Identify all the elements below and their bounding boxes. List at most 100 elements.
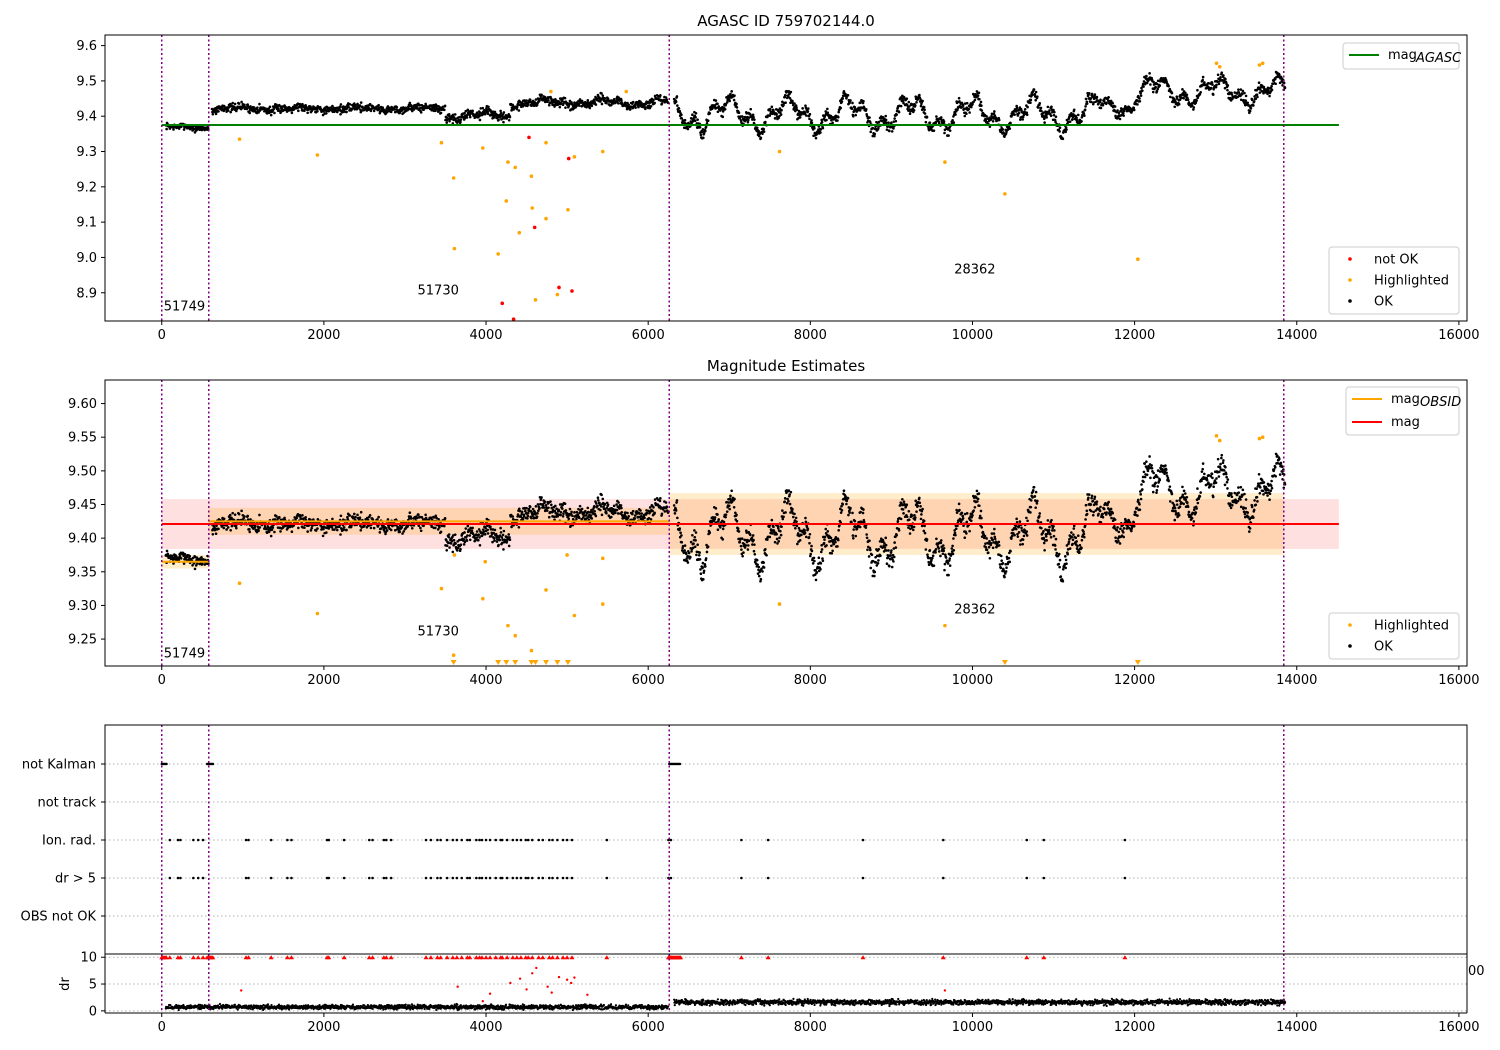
ok-point — [934, 551, 937, 554]
highlighted-point — [452, 246, 457, 251]
ok-point — [496, 538, 499, 541]
ok-point — [378, 107, 381, 111]
ok-point — [1016, 114, 1020, 117]
ok-point — [606, 97, 610, 100]
ok-point — [714, 99, 718, 102]
ok-point — [1090, 92, 1094, 96]
ok-point — [1025, 530, 1029, 533]
ok-point — [923, 112, 927, 115]
ok-point — [907, 100, 911, 104]
ok-point — [868, 116, 871, 119]
ok-point — [1034, 506, 1037, 509]
ok-point — [438, 109, 441, 112]
ok-point — [787, 489, 791, 492]
ok-point — [618, 507, 621, 510]
ok-point — [935, 537, 938, 541]
ok-point — [782, 515, 785, 519]
ok-point — [791, 507, 794, 511]
x-tick-label: 14000 — [1276, 328, 1317, 343]
ok-point — [705, 550, 709, 554]
ok-point — [678, 109, 682, 113]
ok-point — [886, 553, 890, 557]
ok-point — [737, 111, 741, 115]
ok-point — [914, 499, 918, 503]
ok-point — [953, 531, 957, 535]
ok-point — [339, 533, 342, 536]
ok-point — [489, 527, 493, 531]
ok-point — [849, 506, 852, 510]
ok-point — [893, 117, 896, 120]
ok-point — [990, 532, 994, 535]
ok-point — [922, 105, 926, 109]
ok-point — [691, 113, 694, 116]
ok-point — [776, 542, 779, 545]
highlighted-point — [451, 176, 456, 180]
ok-point — [675, 95, 679, 98]
ok-point — [752, 115, 755, 119]
ok-point — [559, 510, 563, 514]
ok-point — [1230, 93, 1234, 96]
ok-point — [214, 532, 218, 535]
ok-point — [743, 546, 747, 549]
ok-point — [727, 501, 731, 504]
highlighted-point — [439, 140, 444, 145]
ok-point — [894, 119, 898, 123]
ok-point — [932, 564, 936, 567]
ok-point — [1046, 519, 1050, 522]
highlighted-point — [566, 207, 570, 212]
ok-point — [1009, 549, 1012, 553]
ok-point — [988, 125, 992, 129]
ok-point — [702, 578, 705, 581]
ok-point — [196, 562, 199, 565]
ok-point — [1018, 520, 1022, 523]
ok-point — [975, 489, 979, 493]
ok-point — [299, 517, 303, 520]
ok-point — [1031, 489, 1035, 492]
ok-point — [979, 100, 983, 104]
ok-point — [832, 542, 836, 546]
ok-point — [1040, 109, 1043, 113]
ok-point — [629, 108, 632, 111]
ok-point — [1004, 570, 1008, 573]
ok-point — [1087, 92, 1091, 95]
ok-point — [450, 116, 454, 120]
ok-point — [1256, 95, 1259, 99]
ok-point — [273, 530, 276, 534]
ok-point — [495, 540, 499, 543]
ok-point — [739, 544, 743, 548]
ok-point — [713, 516, 717, 519]
ok-point — [442, 524, 446, 528]
ok-point — [451, 534, 455, 537]
ok-point — [398, 530, 401, 534]
ok-point — [1042, 536, 1046, 540]
ok-point — [577, 516, 581, 520]
ok-point — [651, 509, 654, 513]
ok-point — [939, 554, 942, 558]
highlighted-point — [315, 153, 320, 157]
ok-point — [389, 528, 393, 532]
ok-point — [790, 509, 794, 513]
ok-point — [438, 526, 441, 529]
ok-point — [614, 511, 617, 515]
ok-point — [665, 505, 669, 509]
ok-point — [1029, 511, 1032, 514]
ok-point — [429, 516, 433, 519]
ok-point — [549, 500, 552, 503]
ok-point — [791, 515, 795, 519]
ok-point — [649, 105, 653, 108]
ok-point — [908, 112, 912, 116]
ok-point — [686, 561, 690, 564]
ok-point — [1029, 505, 1033, 509]
ok-point — [869, 130, 873, 134]
ok-point — [573, 101, 576, 104]
ok-point — [813, 126, 816, 130]
ok-point — [1049, 114, 1053, 118]
ok-point — [1023, 107, 1027, 111]
ok-point — [300, 106, 303, 110]
ok-point — [691, 120, 695, 123]
ok-point — [466, 524, 470, 528]
ok-point — [965, 532, 968, 535]
ok-point — [498, 115, 502, 119]
ok-point — [471, 532, 475, 535]
ok-point — [448, 546, 451, 549]
